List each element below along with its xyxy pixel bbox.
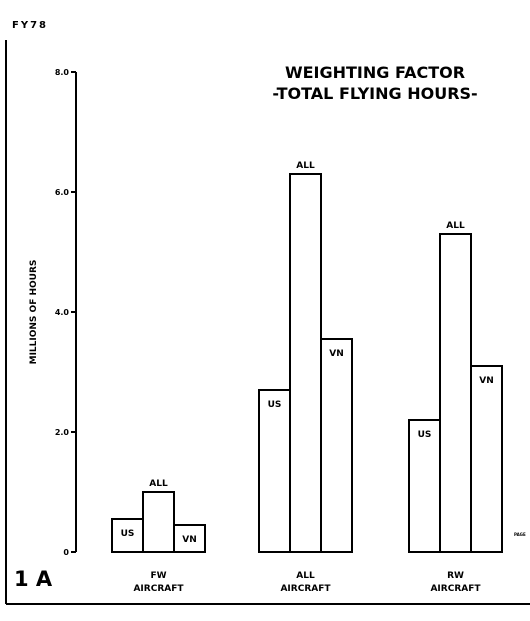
- category-label-line2: AIRCRAFT: [133, 584, 184, 594]
- y-tick-label: 2.0: [55, 428, 70, 437]
- category-label-line1: RW: [447, 571, 464, 581]
- y-tick-label: 4.0: [55, 308, 70, 317]
- bar-label: US: [418, 430, 432, 440]
- bar-label: ALL: [446, 221, 465, 231]
- chart-title: WEIGHTING FACTOR: [285, 63, 465, 82]
- y-axis-ticks: 0 2.0 4.0 6.0 8.0: [55, 68, 76, 557]
- bar-label: US: [268, 400, 282, 410]
- category-label-line2: AIRCRAFT: [280, 584, 331, 594]
- category-label-line1: ALL: [296, 571, 315, 581]
- bar-all: [142, 491, 175, 553]
- bar-all: [439, 233, 472, 553]
- bar-series: US ALL VN US ALL VN US ALL VN: [111, 161, 503, 553]
- bar-label: VN: [182, 535, 197, 545]
- bar-label: US: [121, 529, 135, 539]
- bar-vn: [173, 524, 206, 553]
- figure-label: 1 A: [14, 567, 53, 591]
- bar-label: VN: [329, 349, 344, 359]
- category-label-line1: FW: [150, 571, 166, 581]
- bar-us: [111, 518, 144, 553]
- bar-vn: [470, 365, 503, 553]
- y-tick-label: 8.0: [55, 68, 70, 77]
- y-axis-label: MILLIONS OF HOURS: [29, 260, 39, 365]
- chart-subtitle: -TOTAL FLYING HOURS-: [272, 84, 477, 103]
- bar-label: VN: [479, 376, 494, 386]
- y-tick-label: 0: [63, 548, 69, 557]
- y-tick-label: 6.0: [55, 188, 70, 197]
- bar-vn: [320, 338, 353, 553]
- corner-mark: PAGE: [514, 532, 526, 537]
- bar-us: [258, 389, 291, 553]
- bar-all: [289, 173, 322, 553]
- category-label-line2: AIRCRAFT: [430, 584, 481, 594]
- bar-label: ALL: [149, 479, 168, 489]
- fiscal-year-label: FY78: [12, 20, 48, 31]
- category-labels: FW AIRCRAFT ALL AIRCRAFT RW AIRCRAFT: [133, 571, 481, 594]
- bar-label: ALL: [296, 161, 315, 171]
